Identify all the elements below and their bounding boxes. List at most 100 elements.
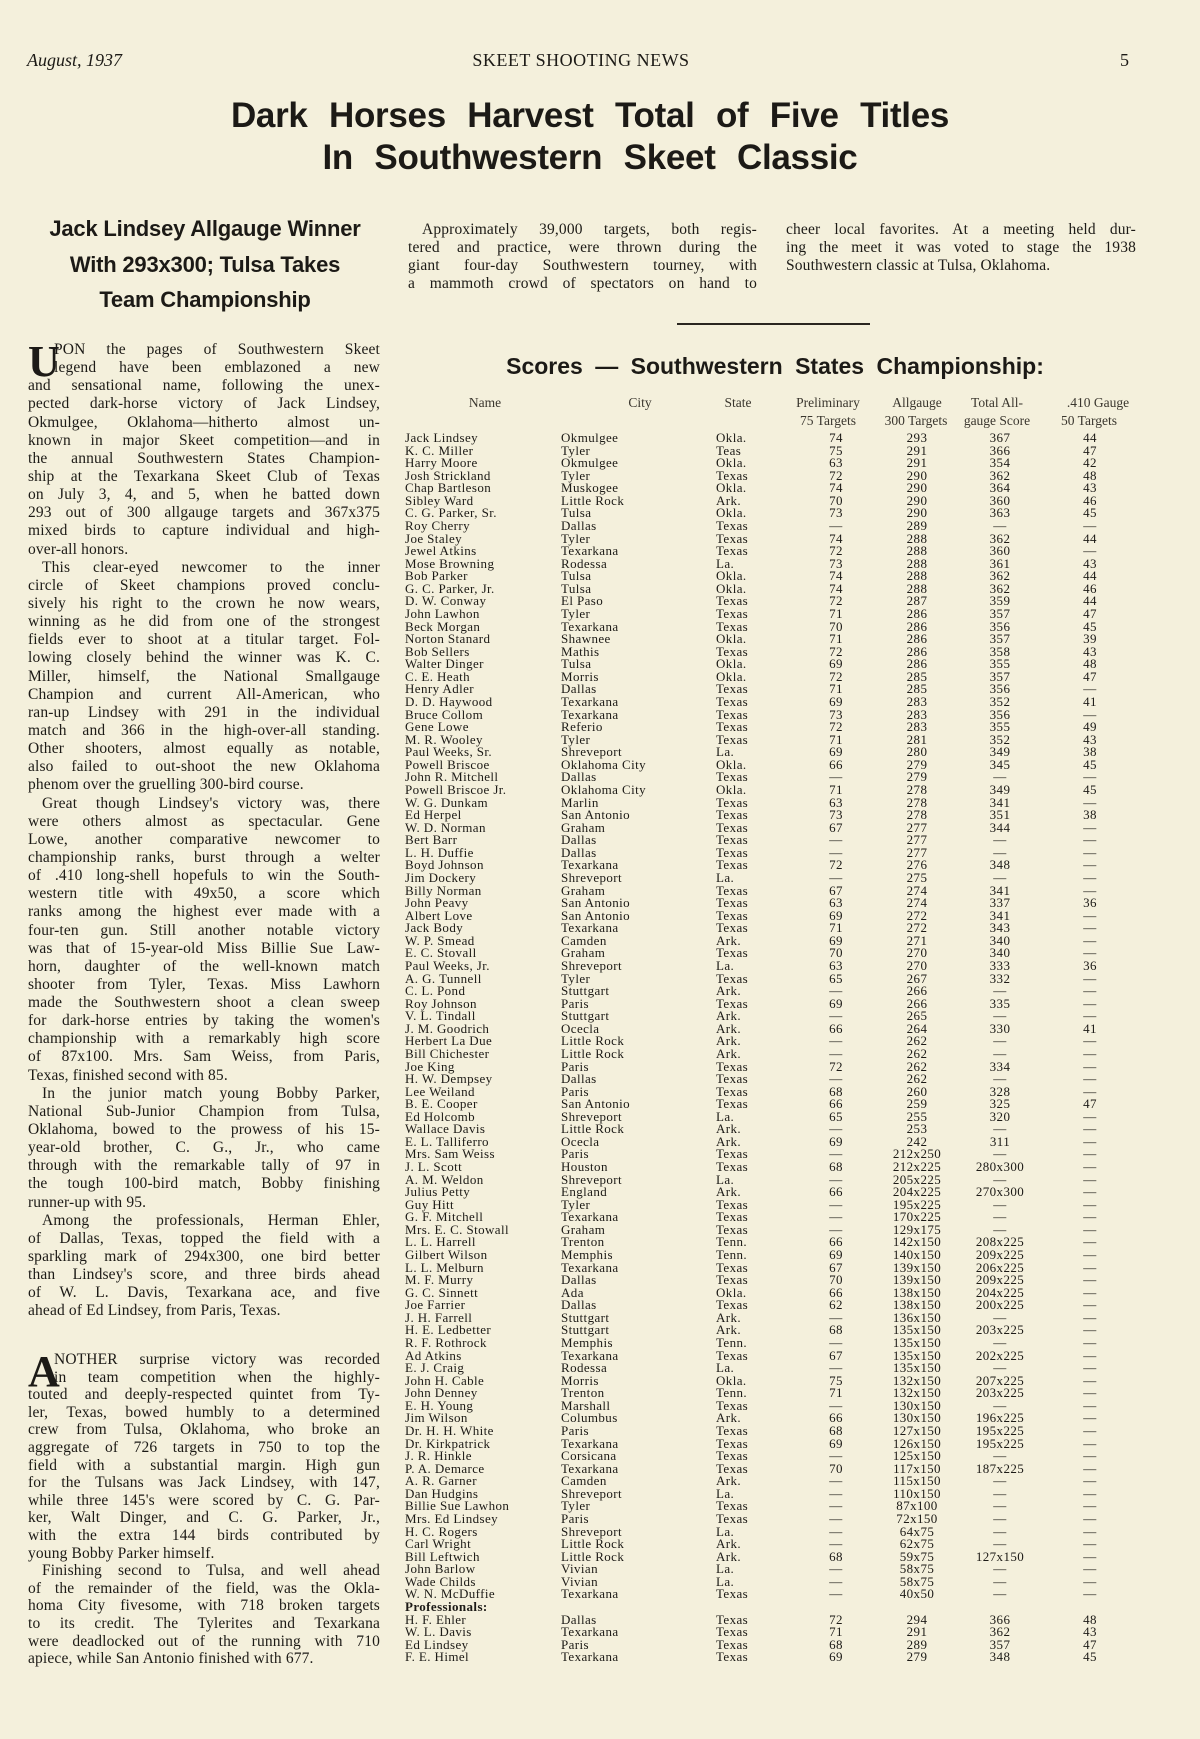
cell-city: Texarkana bbox=[561, 1209, 619, 1225]
professionals-label: Professionals: bbox=[405, 1599, 488, 1614]
cell-gauge-410: — bbox=[1083, 1209, 1097, 1225]
cell-gauge-410: — bbox=[1083, 1146, 1097, 1162]
cell-gauge-410: — bbox=[1083, 1473, 1097, 1489]
cell-preliminary: — bbox=[829, 1573, 843, 1589]
table-row: H. C. Rogers Shreveport La. — 64x75 — — bbox=[0, 1523, 1200, 1539]
cell-allgauge: 135x150 bbox=[892, 1322, 942, 1338]
table-row: Bob Parker Tulsa Okla. 74 288 362 44 bbox=[0, 568, 1200, 584]
cell-preliminary: 71 bbox=[829, 781, 843, 797]
cell-preliminary: 71 bbox=[829, 731, 843, 747]
cell-name: W. L. Davis bbox=[405, 1624, 472, 1640]
cell-city: Camden bbox=[561, 932, 607, 948]
cell-state: La. bbox=[716, 555, 735, 571]
cell-name: J. L. Scott bbox=[405, 1159, 463, 1175]
cell-gauge-410: — bbox=[1083, 1108, 1097, 1124]
cell-total: 356 bbox=[989, 618, 1011, 634]
article-line: with the extra 144 birds contributed by bbox=[28, 1526, 380, 1544]
table-row: Wade Childs Vivian La. — 58x75 — — bbox=[0, 1573, 1200, 1589]
article-line: touted and deeply-respected quintet from… bbox=[28, 1386, 380, 1404]
cell-city: Dallas bbox=[561, 832, 597, 848]
intro-line: Southwestern classic at Tulsa, Oklahoma. bbox=[786, 257, 1051, 275]
cell-allgauge: 87x100 bbox=[896, 1498, 938, 1514]
table-row: John Denney Trenton Tenn. 71 132x150 203x225 — bbox=[0, 1387, 1200, 1400]
cell-state: Okla. bbox=[716, 631, 747, 647]
cell-state: Texas bbox=[716, 1259, 749, 1275]
cell-name: Jim Wilson bbox=[405, 1410, 468, 1426]
cell-gauge-410: 48 bbox=[1083, 467, 1097, 483]
cell-name: E. J. Craig bbox=[405, 1360, 465, 1376]
cell-preliminary: 75 bbox=[829, 1372, 843, 1388]
cell-preliminary: — bbox=[829, 1209, 843, 1225]
cell-city: Oklahoma City bbox=[561, 781, 646, 797]
article-line: of 87x100. Mrs. Sam Weiss, from Paris, bbox=[28, 1048, 380, 1066]
cell-name: Gene Lowe bbox=[405, 719, 469, 735]
cell-name: John Denney bbox=[405, 1385, 478, 1401]
cell-allgauge: 288 bbox=[906, 568, 928, 584]
cell-name: Mrs. Sam Weiss bbox=[405, 1146, 495, 1162]
cell-name: J. M. Goodrich bbox=[405, 1020, 490, 1036]
cell-gauge-410: — bbox=[1083, 882, 1097, 898]
column-header-total-sub: gauge Score bbox=[963, 413, 1031, 428]
cell-name: Jack Lindsey bbox=[405, 430, 479, 445]
cell-gauge-410: — bbox=[1083, 1536, 1097, 1552]
cell-total: 362 bbox=[989, 1624, 1011, 1640]
article-line: Texas, finished second with 85. bbox=[28, 1066, 228, 1084]
article-line: 293 out of 300 allgauge targets and 367x… bbox=[28, 504, 380, 522]
cell-name: Boyd Johnson bbox=[405, 857, 484, 873]
cell-preliminary: 63 bbox=[829, 895, 843, 911]
cell-preliminary: — bbox=[829, 1473, 843, 1489]
table-row: Henry Adler Dallas Texas 71 285 356 — bbox=[0, 683, 1200, 696]
article-line: also failed to out-shoot the new Oklahom… bbox=[28, 758, 380, 776]
cell-name: E. C. Stovall bbox=[405, 945, 477, 961]
table-row: R. F. Rothrock Memphis Tenn. — 135x150 — — bbox=[0, 1336, 1200, 1350]
table-row: Jack Lindsey Okmulgee Okla. 74 293 367 44 bbox=[0, 430, 1200, 445]
article-line: horn, daughter of the well-known match bbox=[28, 957, 380, 975]
cell-state: Texas bbox=[716, 1624, 749, 1640]
article-line: than Lindsey's score, and three birds ah… bbox=[28, 1266, 380, 1284]
cell-name: Roy Johnson bbox=[405, 995, 477, 1011]
cell-preliminary: 69 bbox=[829, 693, 843, 709]
cell-preliminary: — bbox=[829, 1033, 843, 1049]
cell-state: Ark. bbox=[716, 1184, 742, 1200]
column-header-allgauge-sub: 300 Targets bbox=[884, 413, 948, 428]
cell-name: G. C. Parker, Jr. bbox=[405, 580, 495, 596]
table-row: C. E. Heath Morris Okla. 72 285 357 47 bbox=[0, 668, 1200, 684]
cell-total: 364 bbox=[989, 480, 1011, 496]
cell-name: Powell Briscoe bbox=[405, 756, 490, 772]
cell-state: Texas bbox=[716, 920, 749, 936]
cell-city: Tyler bbox=[561, 530, 591, 546]
cell-name: V. L. Tindall bbox=[405, 1008, 476, 1024]
cell-total: — bbox=[993, 1121, 1007, 1137]
subheadline-line-1: Jack Lindsey Allgauge Winner bbox=[49, 216, 361, 241]
cell-gauge-410: 44 bbox=[1083, 568, 1097, 584]
cell-preliminary: — bbox=[829, 517, 843, 533]
cell-city: Little Rock bbox=[561, 492, 625, 508]
cell-city: Marlin bbox=[561, 794, 599, 810]
cell-gauge-410: — bbox=[1083, 1523, 1097, 1539]
cell-city: Morris bbox=[561, 1372, 599, 1388]
cell-name: Mrs. Ed Lindsey bbox=[405, 1511, 499, 1527]
table-row: E. L. Talliferro Ocecla Ark. 69 242 311 — bbox=[0, 1133, 1200, 1149]
cell-gauge-410: 47 bbox=[1083, 668, 1097, 684]
cell-allgauge: 281 bbox=[906, 731, 928, 747]
cell-name: E. L. Talliferro bbox=[405, 1133, 489, 1149]
cell-gauge-410: — bbox=[1083, 1586, 1097, 1602]
table-row: J. M. Goodrich Ocecla Ark. 66 264 330 41 bbox=[0, 1020, 1200, 1036]
cell-total: 337 bbox=[989, 895, 1011, 911]
article-line: National Sub-Junior Champion from Tulsa, bbox=[28, 1102, 380, 1120]
cell-allgauge: 170x225 bbox=[892, 1209, 942, 1225]
cell-allgauge: 278 bbox=[906, 807, 928, 823]
article-line: Okmulgee, Oklahoma—hitherto almost un- bbox=[28, 413, 380, 431]
scores-table-title: Scores — Southwestern States Championshi… bbox=[506, 353, 1044, 379]
cell-city: Little Rock bbox=[561, 1548, 625, 1564]
cell-preliminary: 69 bbox=[829, 744, 843, 760]
table-row: Joe Farrier Dallas Texas 62 138x150 200x225 — bbox=[0, 1299, 1200, 1312]
cell-allgauge: 283 bbox=[906, 719, 928, 735]
cell-preliminary: 72 bbox=[829, 593, 843, 609]
table-row: M. R. Wooley Tyler Texas 71 281 352 43 bbox=[0, 731, 1200, 747]
table-row: D. D. Haywood Texarkana Texas 69 283 352 41 bbox=[0, 693, 1200, 709]
cell-state: Texas bbox=[716, 807, 749, 823]
cell-allgauge: 289 bbox=[906, 1636, 928, 1652]
cell-total: — bbox=[993, 1196, 1007, 1212]
cell-state: Texas bbox=[716, 1221, 749, 1237]
